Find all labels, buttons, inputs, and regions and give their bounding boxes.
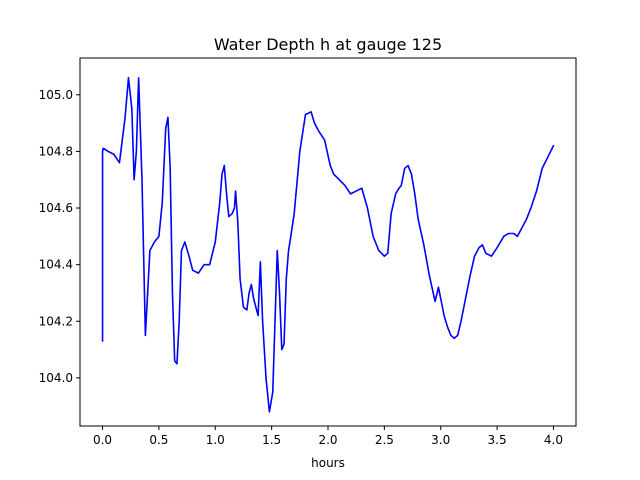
x-tick-label: 4.0 (544, 433, 563, 447)
x-axis-label: hours (311, 456, 345, 470)
x-tick-label: 2.5 (375, 433, 394, 447)
y-tick-label: 104.6 (39, 201, 73, 215)
y-tick-label: 104.0 (39, 371, 73, 385)
plot-area: 0.0 0.5 1.0 1.5 2.0 2.5 3.0 3.5 4.0 104.0 104.2 104… (39, 57, 577, 447)
x-tick-label: 3.0 (431, 433, 450, 447)
y-tick-label: 104.2 (39, 314, 73, 328)
x-tick-label: 0.5 (149, 433, 168, 447)
x-tick-label: 1.5 (262, 433, 281, 447)
x-tick-label: 2.0 (318, 433, 337, 447)
x-tick-label: 3.5 (488, 433, 507, 447)
y-tick-label: 104.8 (39, 144, 73, 158)
y-tick-label: 104.4 (39, 258, 73, 272)
x-tick-label: 1.0 (206, 433, 225, 447)
y-tick-label: 105.0 (39, 88, 73, 102)
series-line-0 (101, 77, 555, 413)
chart-title: Water Depth h at gauge 125 (214, 35, 442, 54)
x-tick-label: 0.0 (93, 433, 112, 447)
